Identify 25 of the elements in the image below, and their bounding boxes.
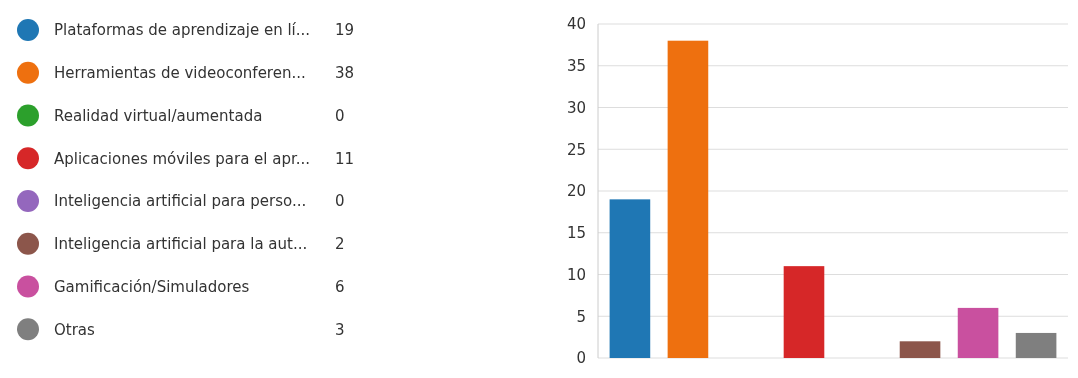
y-tick-label: 30 bbox=[566, 98, 586, 117]
legend-label: Plataformas de aprendizaje en lí... bbox=[54, 21, 311, 40]
text: 3 bbox=[335, 320, 345, 339]
legend-label: Otras bbox=[54, 320, 96, 339]
text: 38 bbox=[335, 64, 355, 82]
legend-label: Aplicaciones móviles para el apr... bbox=[54, 149, 311, 168]
text: 0 bbox=[335, 192, 345, 211]
y-tick-label: 40 bbox=[566, 15, 586, 34]
legend-label: Gamificación/Simuladores bbox=[54, 277, 250, 296]
y-tick-label: 20 bbox=[566, 182, 586, 201]
y-tick-label: 25 bbox=[566, 140, 586, 159]
legend-label: Inteligencia artificial para la aut... bbox=[54, 235, 308, 253]
legend-label: Herramientas de videoconferen... bbox=[54, 64, 306, 82]
y-tick-label: 15 bbox=[566, 224, 586, 242]
legend-label: Inteligencia artificial para perso... bbox=[54, 192, 307, 211]
text: 6 bbox=[335, 277, 345, 296]
y-tick-label: 5 bbox=[576, 307, 586, 326]
text: 2 bbox=[335, 235, 345, 253]
text: 19 bbox=[335, 21, 355, 40]
y-tick-label: 10 bbox=[566, 265, 586, 284]
legend-label: Realidad virtual/aumentada bbox=[54, 106, 263, 125]
text: 11 bbox=[335, 149, 355, 168]
text: 0 bbox=[335, 106, 345, 125]
y-tick-label: 0 bbox=[576, 349, 586, 368]
y-tick-label: 35 bbox=[566, 57, 586, 75]
